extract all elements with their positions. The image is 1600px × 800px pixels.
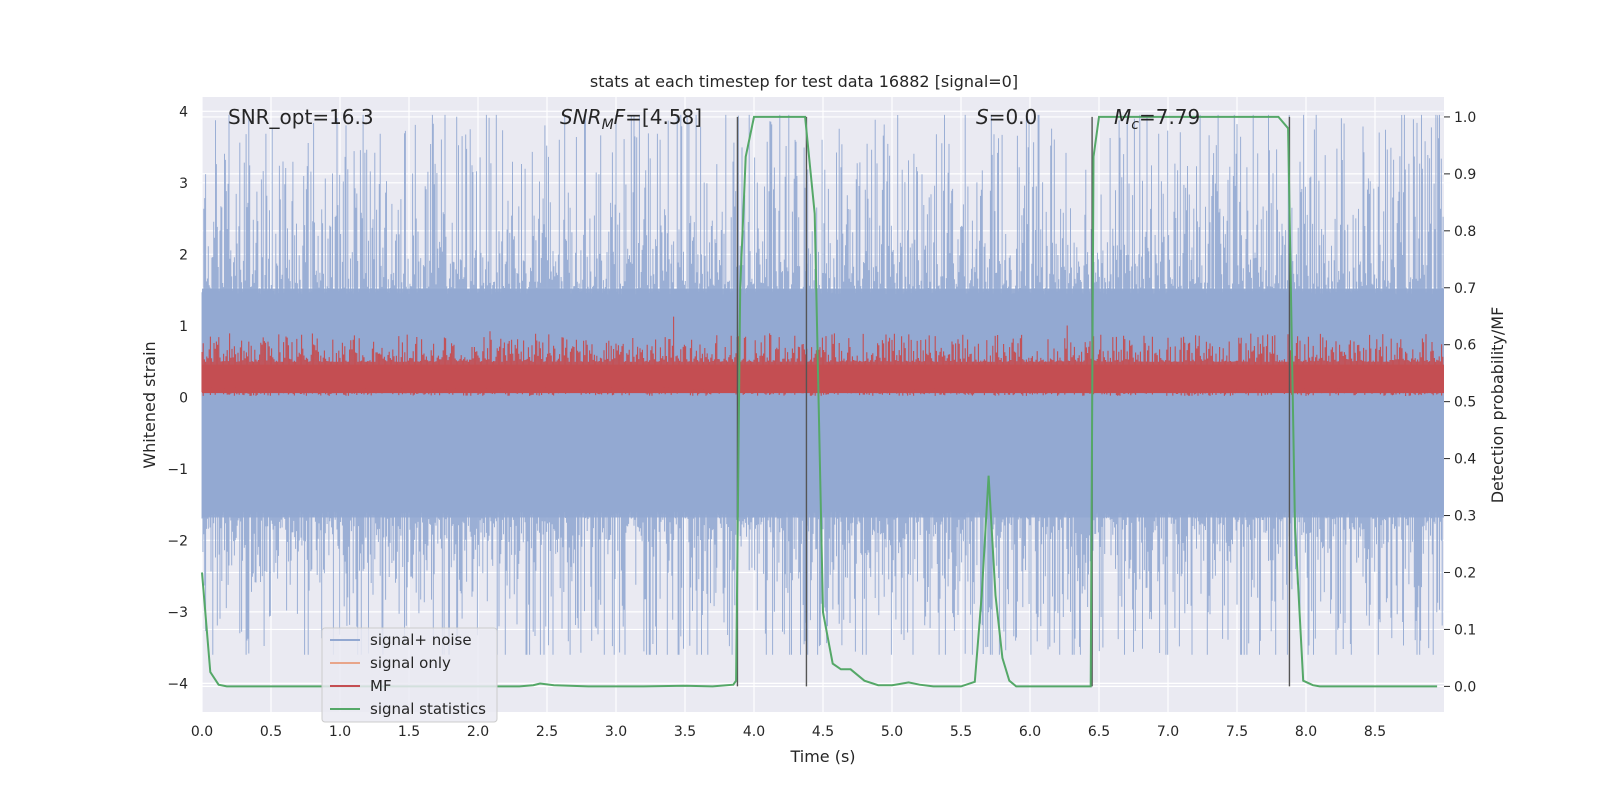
y-right-tick-label: 0.2 xyxy=(1454,565,1476,581)
y-left-tick-label: −1 xyxy=(167,462,188,478)
legend-label-signal-noise: signal+ noise xyxy=(370,631,472,649)
y-left-tick-label: 0 xyxy=(179,390,188,406)
annotation-s: S=0.0 xyxy=(976,105,1037,129)
y-right-tick-label: 0.7 xyxy=(1454,281,1476,297)
annotation-mc: Mc=7.79 xyxy=(1114,105,1200,133)
x-tick-label: 2.5 xyxy=(536,724,558,740)
mc-subscript: c xyxy=(1131,117,1139,133)
x-tick-label: 3.5 xyxy=(674,724,696,740)
y-right-tick-label: 0.4 xyxy=(1454,452,1476,468)
y-left-tick-label: 3 xyxy=(179,176,188,192)
x-axis-ticks: 0.0 0.5 1.0 1.5 2.0 2.5 3.0 3.5 4.0 4.5 5.0 5.5 6.0 6… xyxy=(191,724,1386,740)
chart-title: stats at each timestep for test data 168… xyxy=(590,72,1018,91)
y-axis-right-label: Detection probability/MF xyxy=(1488,307,1507,504)
x-tick-label: 5.5 xyxy=(950,724,972,740)
x-tick-label: 1.5 xyxy=(398,724,420,740)
mf-series xyxy=(201,316,1444,396)
y-right-tick-label: 0.3 xyxy=(1454,509,1476,525)
y-left-tick-label: 2 xyxy=(179,247,188,263)
x-tick-label: 7.0 xyxy=(1157,724,1179,740)
y-axis-right-ticks: 0.0 0.1 0.2 0.3 0.4 0.5 0.6 0.7 0.8 0.9 1.0 xyxy=(1444,110,1476,695)
mc-value: =7.79 xyxy=(1139,105,1200,129)
y-right-tick-label: 1.0 xyxy=(1454,110,1476,126)
y-right-tick-label: 0.6 xyxy=(1454,338,1476,354)
x-tick-label: 7.5 xyxy=(1226,724,1248,740)
snr-mf-subscript: M xyxy=(602,117,614,133)
legend-label-signal-statistics: signal statistics xyxy=(370,700,486,718)
x-axis-label: Time (s) xyxy=(789,747,855,766)
legend-label-mf: MF xyxy=(370,677,392,695)
annotation-snr-mf: SNRMF=[4.58] xyxy=(560,105,702,133)
snr-mf-value: =[4.58] xyxy=(625,105,702,129)
mc-symbol: M xyxy=(1114,105,1131,129)
y-axis-left-label: Whitened strain xyxy=(140,341,159,468)
signal-statistics-series xyxy=(201,115,1438,688)
x-tick-label: 6.5 xyxy=(1088,724,1110,740)
y-right-tick-label: 0.5 xyxy=(1454,395,1476,411)
x-tick-label: 2.0 xyxy=(467,724,489,740)
x-tick-label: 4.0 xyxy=(743,724,765,740)
y-right-tick-label: 0.0 xyxy=(1454,679,1476,695)
x-tick-label: 0.5 xyxy=(260,724,282,740)
s-value: =0.0 xyxy=(989,105,1038,129)
y-left-tick-label: −2 xyxy=(167,533,188,549)
snr-mf-prefix: SNR xyxy=(560,105,602,129)
signal-statistics-line xyxy=(201,115,1438,688)
x-tick-label: 8.5 xyxy=(1364,724,1386,740)
x-tick-label: 8.0 xyxy=(1295,724,1317,740)
x-tick-label: 0.0 xyxy=(191,724,213,740)
signal-noise-series xyxy=(201,114,1444,655)
legend: signal+ noise signal only MF signal stat… xyxy=(321,627,498,723)
legend-label-signal-only: signal only xyxy=(370,654,451,672)
mf-spikes xyxy=(201,316,1444,396)
snr-mf-mid: F xyxy=(614,105,626,129)
y-axis-left-ticks: −4 −3 −2 −1 0 1 2 3 4 xyxy=(167,104,188,692)
legend-box xyxy=(321,627,498,723)
x-tick-label: 6.0 xyxy=(1019,724,1041,740)
x-tick-label: 1.0 xyxy=(329,724,351,740)
annotation-snr-opt: SNR_opt=16.3 xyxy=(228,105,374,129)
y-left-tick-label: −4 xyxy=(167,676,188,692)
y-right-tick-label: 0.9 xyxy=(1454,167,1476,183)
s-symbol: S xyxy=(976,105,989,129)
x-tick-label: 5.0 xyxy=(881,724,903,740)
x-tick-label: 4.5 xyxy=(812,724,834,740)
mf-core-band xyxy=(202,364,1444,394)
y-right-tick-label: 0.1 xyxy=(1454,622,1476,638)
y-left-tick-label: 1 xyxy=(179,319,188,335)
y-right-tick-label: 0.8 xyxy=(1454,224,1476,240)
y-left-tick-label: 4 xyxy=(179,104,188,120)
y-left-tick-label: −3 xyxy=(167,605,188,621)
x-tick-label: 3.0 xyxy=(605,724,627,740)
